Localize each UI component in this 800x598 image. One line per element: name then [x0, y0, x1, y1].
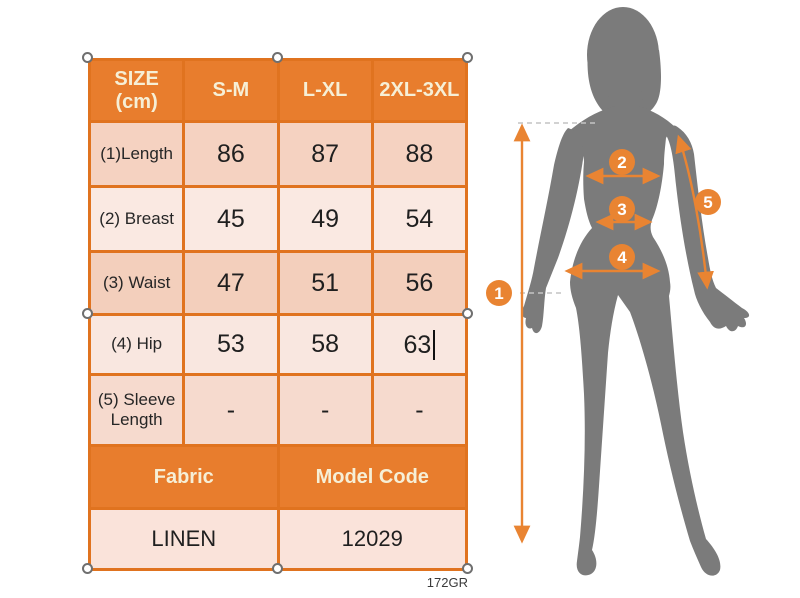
table-row: (2) Breast 45 49 54 [87, 185, 469, 253]
fabric-header: Fabric [88, 444, 280, 510]
resize-handle-bottom-left[interactable] [82, 563, 93, 574]
resize-handle-bottom-center[interactable] [272, 563, 283, 574]
row-label-hip: (4) Hip [87, 313, 186, 376]
woman-silhouette-illustration [521, 7, 750, 576]
cell-hip-sm: 53 [182, 313, 280, 376]
svg-text:2: 2 [617, 153, 626, 172]
model-code-value: 12029 [276, 507, 468, 571]
cell-breast-lxl: 49 [276, 185, 374, 253]
cell-breast-sm: 45 [182, 185, 280, 253]
cell-waist-sm: 47 [182, 250, 280, 316]
watermark-text: 172GR [426, 575, 468, 590]
resize-handle-bottom-right[interactable] [462, 563, 473, 574]
cell-waist-lxl: 51 [276, 250, 374, 316]
svg-text:3: 3 [617, 200, 626, 219]
column-header-sm: S-M [182, 58, 280, 123]
size-guide-figure: 1 2 3 4 5 [486, 7, 750, 576]
svg-text:5: 5 [703, 193, 712, 212]
cell-breast-2xl3xl: 54 [370, 185, 469, 253]
hip-2xl3xl-value: 63 [403, 330, 432, 359]
row-label-length: (1)Length [87, 120, 186, 188]
fabric-value: LINEN [88, 507, 280, 571]
svg-text:1: 1 [494, 284, 503, 303]
sleeve-measure-arrow [675, 134, 714, 290]
resize-handle-mid-left[interactable] [82, 308, 93, 319]
svg-text:4: 4 [617, 248, 627, 267]
cell-length-lxl: 87 [276, 120, 374, 188]
column-header-lxl: L-XL [276, 58, 374, 123]
measure-badge-4: 4 [609, 244, 635, 270]
measure-badge-3: 3 [609, 196, 635, 222]
resize-handle-top-left[interactable] [82, 52, 93, 63]
cell-sleeve-2xl3xl: - [370, 373, 469, 447]
row-label-sleeve-length: (5) Sleeve Length [87, 373, 186, 447]
row-label-breast: (2) Breast [87, 185, 186, 253]
cell-hip-lxl: 58 [276, 313, 374, 376]
cell-length-2xl3xl: 88 [370, 120, 469, 188]
text-cursor [433, 329, 436, 360]
model-code-header: Model Code [276, 444, 468, 510]
measure-badge-1: 1 [486, 280, 512, 306]
row-label-waist: (3) Waist [87, 250, 186, 316]
table-row: (3) Waist 47 51 56 [87, 250, 469, 316]
table-row: (1)Length 86 87 88 [87, 120, 469, 188]
cell-hip-2xl3xl[interactable]: 63 [370, 313, 469, 376]
cell-waist-2xl3xl: 56 [370, 250, 469, 316]
cell-length-sm: 86 [182, 120, 280, 188]
table-row: (5) Sleeve Length - - - [87, 373, 469, 447]
table-row: (4) Hip 53 58 63 [87, 313, 469, 376]
cell-sleeve-sm: - [182, 373, 280, 447]
size-chart-table[interactable]: SIZE (cm) S-M L-XL 2XL-3XL (1)Length 86 … [87, 58, 469, 571]
measure-badge-5: 5 [695, 189, 721, 215]
resize-handle-mid-right[interactable] [462, 308, 473, 319]
size-unit-header: SIZE (cm) [87, 58, 186, 123]
resize-handle-top-right[interactable] [462, 52, 473, 63]
cell-sleeve-lxl: - [276, 373, 374, 447]
measure-badge-2: 2 [609, 149, 635, 175]
resize-handle-top-center[interactable] [272, 52, 283, 63]
column-header-2xl3xl: 2XL-3XL [370, 58, 469, 123]
